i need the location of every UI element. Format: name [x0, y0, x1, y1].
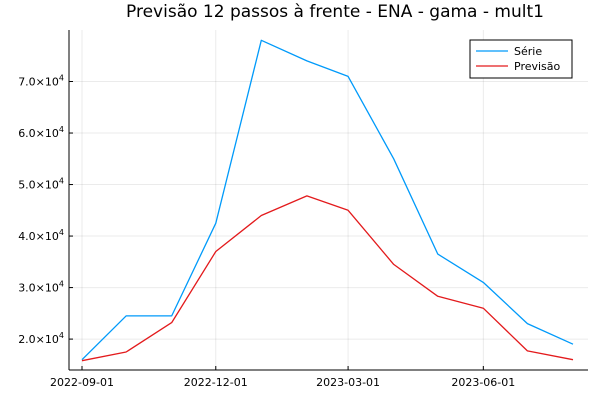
legend-label: Previsão: [514, 60, 561, 73]
series-line: [81, 39, 574, 361]
y-axis-ticks: 2.0×104 3.0×104 4.0×104 5.0×104 6.0×104 7.0×1…: [18, 74, 73, 346]
y-tick-label: 4.0×104: [18, 228, 64, 243]
series-lines: [81, 39, 574, 362]
y-tick-label: 7.0×104: [18, 74, 64, 89]
legend-box: [469, 39, 573, 79]
y-tick-label: 3.0×104: [18, 280, 64, 295]
x-tick-label: 2023-06-01: [451, 376, 515, 389]
y-tick-label: 2.0×104: [18, 331, 64, 346]
x-tick-label: 2022-12-01: [184, 376, 248, 389]
legend: Série Previsão: [469, 39, 573, 79]
x-axis-ticks: 2022-09-01 2022-12-01 2023-03-01 2023-06-01: [50, 366, 515, 389]
series-line: [81, 195, 574, 362]
x-tick-label: 2023-03-01: [316, 376, 380, 389]
chart-title: Previsão 12 passos à frente - ENA - gama…: [126, 2, 544, 22]
y-tick-label: 5.0×104: [18, 177, 64, 192]
grid: [69, 30, 588, 370]
y-tick-label: 6.0×104: [18, 125, 64, 140]
legend-label: Série: [514, 45, 542, 58]
x-tick-label: 2022-09-01: [50, 376, 114, 389]
